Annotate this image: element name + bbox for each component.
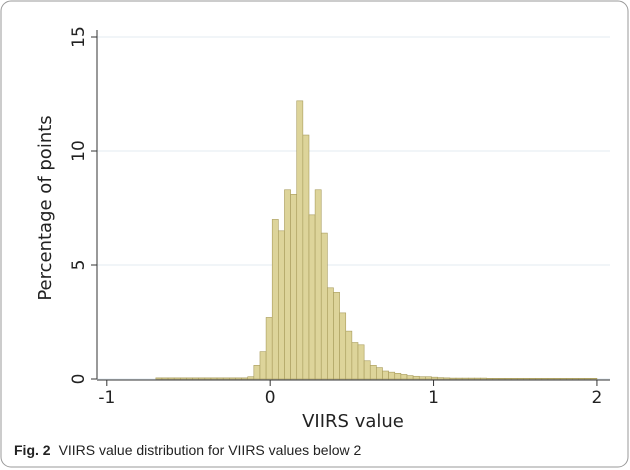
bar [382, 370, 389, 380]
bar [541, 378, 549, 380]
bar [333, 292, 340, 380]
bar [265, 317, 273, 380]
bar [327, 287, 334, 380]
bar [565, 378, 573, 380]
bar [369, 365, 377, 380]
bar [394, 372, 402, 380]
x-axis-label: VIIRS value [302, 411, 404, 432]
bar [449, 377, 457, 380]
bar [510, 378, 518, 380]
bar [204, 377, 212, 380]
bar [345, 330, 353, 380]
bar [247, 376, 255, 380]
bar [229, 377, 236, 380]
bar [467, 377, 475, 380]
bar [474, 377, 481, 380]
bar [357, 344, 365, 380]
bar [529, 378, 536, 380]
bar [296, 100, 304, 380]
bar [241, 377, 249, 380]
bar [192, 377, 200, 380]
bar [516, 378, 524, 380]
bar [222, 377, 230, 380]
bar [553, 378, 561, 380]
bar [271, 219, 279, 380]
bar [431, 376, 438, 380]
bar [578, 378, 585, 380]
bar [302, 134, 310, 380]
bar [173, 377, 181, 380]
bar [180, 377, 187, 380]
bar [308, 214, 316, 380]
bar [535, 378, 543, 380]
bar [186, 377, 193, 380]
bar [363, 360, 371, 380]
bar [278, 230, 285, 380]
caption: Fig. 2 VIIRS value distribution for VIIRS… [14, 442, 361, 458]
bar [443, 377, 451, 380]
bar [198, 377, 206, 380]
x-tick-label: 1 [428, 388, 439, 408]
y-tick-label: 10 [69, 140, 89, 162]
bar [572, 378, 579, 380]
bar [492, 378, 500, 380]
bar [498, 378, 506, 380]
y-axis-label: Percentage of points [35, 115, 56, 300]
bar [590, 378, 598, 380]
bar [486, 378, 494, 380]
bar [339, 312, 347, 380]
bar [284, 189, 291, 380]
x-tick-label: 2 [592, 388, 603, 408]
bar [418, 376, 426, 380]
bar [161, 377, 169, 380]
bar [259, 351, 267, 380]
bar [480, 377, 487, 380]
caption-text: VIIRS value distribution for VIIRS value… [59, 442, 362, 458]
x-tick-label: 0 [265, 388, 276, 408]
bar [437, 377, 445, 380]
bar [351, 342, 359, 380]
bar [216, 377, 224, 380]
bar [406, 375, 414, 380]
bar [314, 189, 322, 380]
bar [388, 371, 396, 380]
y-tick-label: 5 [69, 260, 89, 271]
y-tick-label: 0 [69, 374, 89, 385]
bar [584, 378, 592, 380]
x-tick-label: -1 [98, 388, 115, 408]
bar [559, 378, 567, 380]
bar [400, 374, 408, 380]
bar [167, 377, 175, 380]
bar [320, 232, 328, 380]
bar [155, 377, 163, 380]
bar [376, 367, 383, 380]
bar [547, 378, 555, 380]
bar [290, 194, 298, 380]
bar [253, 365, 261, 380]
bar [504, 378, 512, 380]
bar [461, 377, 469, 380]
bar [412, 375, 420, 380]
caption-label: Fig. 2 [14, 442, 51, 458]
bar [523, 378, 530, 380]
y-tick-label: 15 [69, 26, 89, 48]
bar [235, 377, 242, 380]
bar [455, 377, 463, 380]
bar [210, 377, 218, 380]
bar [425, 376, 432, 380]
